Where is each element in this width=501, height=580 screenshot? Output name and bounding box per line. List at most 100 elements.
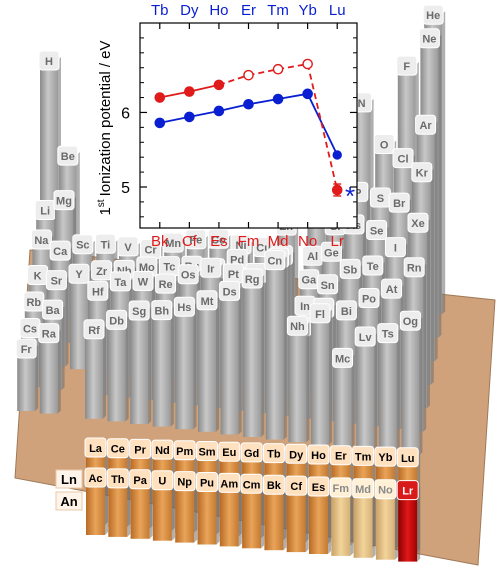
element-mc-cap [332,347,354,368]
element-mn-label: Mn [165,238,181,250]
actinide-segment-5 [306,63,339,191]
x-bottom-label-fm: Fm [238,233,260,250]
element-be-label: Be [61,151,75,163]
element-sg-body [130,310,149,424]
lanthanide-tb-cap [262,443,285,464]
actinide-no-label: No [378,485,393,497]
element-ar-side [434,121,438,362]
actinide-es: Es [307,476,331,554]
element-pt-label: Pt [228,269,239,281]
element-fe-cap [185,229,207,250]
element-ds-label: Ds [223,286,237,298]
actinide-bk-label: Bk [267,480,282,492]
actinide-fm: Fm [329,477,354,556]
element-db-side [125,316,129,422]
lanthanide-yb-label: Yb [378,452,392,464]
element-ta-cap [109,271,131,292]
element-rf-label: Rf [88,325,100,337]
element-zr-label: Zr [96,266,108,278]
element-ts: Ts [377,323,400,453]
element-sg-side [148,307,152,424]
y-tick-label-6: 6 [121,105,130,122]
actinide-am: Am [218,472,242,547]
lanthanide-sm-label: Sm [198,447,215,459]
actinide-am-side [238,479,242,547]
actinide-fm-label: Fm [333,483,350,495]
lanthanide-dy-label: Dy [289,449,304,461]
element-po-label: Po [362,294,376,306]
element-y-label: Y [75,269,83,281]
element-sg-cap [128,300,150,321]
x-bottom-label-es: Es [210,233,228,250]
element-cs-label: Cs [23,324,37,336]
element-p-label: P [354,187,361,199]
element-be-cap [57,145,79,166]
element-ra-cap [38,323,60,344]
x-top-label-ho: Ho [209,2,228,19]
element-mt-label: Mt [201,296,214,308]
element-sg: Sg [128,300,152,424]
element-hf-label: Hf [92,286,104,298]
element-fl-body [311,312,329,445]
element-ne-side [438,34,442,338]
lanthanide-ho-cap [307,444,330,465]
element-xe-label: Xe [411,218,424,230]
element-n-label: N [358,98,366,110]
lanthanide-point-tm [272,93,284,105]
actinide-point-md [272,63,284,75]
element-s-label: S [377,193,384,205]
element-fe-label: Fe [189,235,202,247]
element-li-label: Li [40,206,50,218]
element-at-cap [381,278,403,299]
element-f-label: F [403,61,410,73]
element-fl-cap [309,303,331,324]
element-ts-label: Ts [382,329,394,341]
actinide-cm-body [242,483,262,549]
element-ti-cap [94,233,116,254]
lanthanide-lu-label: Lu [401,453,414,465]
element-ds-cap [219,280,241,301]
y-axis-label-main: Ionization potential / eV [97,40,114,196]
actinide-np-body [175,480,195,543]
element-ts-body [378,332,397,453]
element-rn-label: Rn [407,263,422,275]
element-mc-label: Mc [335,353,350,365]
x-bottom-label-lr: Lr [331,233,344,250]
actinide-lr: Lr [396,480,421,562]
element-lv-label: Lv [359,332,373,344]
element-sr-label: Sr [51,276,63,288]
actinide-fm-body [331,486,351,556]
actinide-ac-body [86,477,105,535]
lanthanide-point-lu [332,150,342,160]
actinide-point-fm [243,69,254,81]
element-mt-cap [196,290,218,311]
actinide-pu: Pu [196,472,220,545]
actinide-u-cap [151,470,174,491]
actinide-th-side [127,474,131,537]
actinide-es-label: Es [312,482,325,494]
element-se-cap [366,220,388,240]
element-ba-side [61,306,65,391]
actinide-am-label: Am [220,478,238,490]
element-fl-label: Fl [315,309,325,321]
actinide-pa-body [130,478,150,539]
element-al-label: Al [307,251,318,263]
element-db-body [107,319,126,422]
element-bh-cap [151,300,173,321]
y-axis-label: 1stIonization potential / eV [96,40,114,215]
element-kr-side [430,168,434,385]
actinide-cm-cap [240,473,263,494]
actinide-no-cap [374,479,397,500]
actinide-bk-body [264,484,284,551]
element-zr-cap [91,260,113,281]
actinide-u: U [151,470,175,541]
element-k-label: K [34,271,42,283]
element-db: Db [106,309,129,422]
actinide-no-side [394,485,398,560]
actinide-md-side [372,484,376,558]
actinide-ac-cap [84,467,107,488]
element-mn-cap [162,232,184,253]
element-ra: Ra [38,323,61,414]
actinide-point-bk [154,92,166,103]
